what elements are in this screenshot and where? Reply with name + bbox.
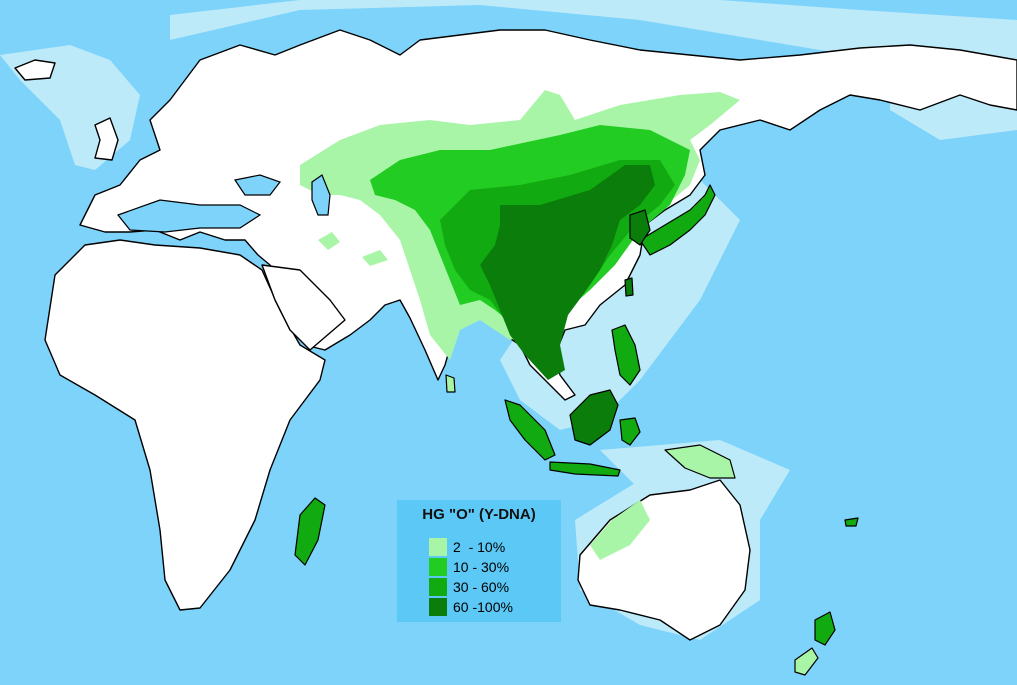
legend-item: 30 - 60% xyxy=(429,577,509,596)
legend-item: 10 - 30% xyxy=(429,557,509,576)
legend-swatch xyxy=(429,597,447,616)
sulawesi xyxy=(619,417,641,446)
new-guinea xyxy=(664,444,736,479)
africa xyxy=(44,239,326,611)
legend-label: 30 - 60% xyxy=(453,578,510,595)
australia-zone xyxy=(590,500,650,560)
pacific-islands xyxy=(844,517,859,527)
india-spot xyxy=(362,250,388,266)
arabian-peninsula xyxy=(261,264,346,351)
central-asia-spot xyxy=(318,232,340,250)
taiwan xyxy=(624,277,634,297)
frequency-zones xyxy=(300,90,859,676)
zone-60-100 xyxy=(480,165,655,380)
inland-seas xyxy=(117,174,331,233)
iceland xyxy=(14,59,56,81)
legend-title: HG "O" (Y-DNA) xyxy=(422,506,536,523)
madagascar xyxy=(294,497,326,566)
philippines xyxy=(611,324,641,386)
legend-swatch xyxy=(429,537,447,556)
new-zealand-south xyxy=(794,647,819,676)
japan xyxy=(639,184,716,256)
borneo xyxy=(569,389,619,446)
sumatra xyxy=(504,399,556,461)
map-legend: HG "O" (Y-DNA) 2 - 10% 10 - 30% 30 - 60%… xyxy=(397,500,561,622)
korea xyxy=(629,209,651,246)
legend-label: 2 - 10% xyxy=(453,538,506,555)
mediterranean xyxy=(117,199,262,233)
legend-item: 2 - 10% xyxy=(429,537,505,556)
legend-item: 60 -100% xyxy=(429,597,513,616)
britain xyxy=(94,117,119,161)
caspian-sea xyxy=(311,174,331,216)
legend-swatch xyxy=(429,577,447,596)
legend-label: 60 -100% xyxy=(453,598,513,615)
black-sea xyxy=(234,174,281,196)
java xyxy=(549,461,621,477)
legend-label: 10 - 30% xyxy=(453,558,510,575)
sri-lanka xyxy=(445,374,456,393)
new-zealand xyxy=(814,611,836,646)
legend-swatch xyxy=(429,557,447,576)
